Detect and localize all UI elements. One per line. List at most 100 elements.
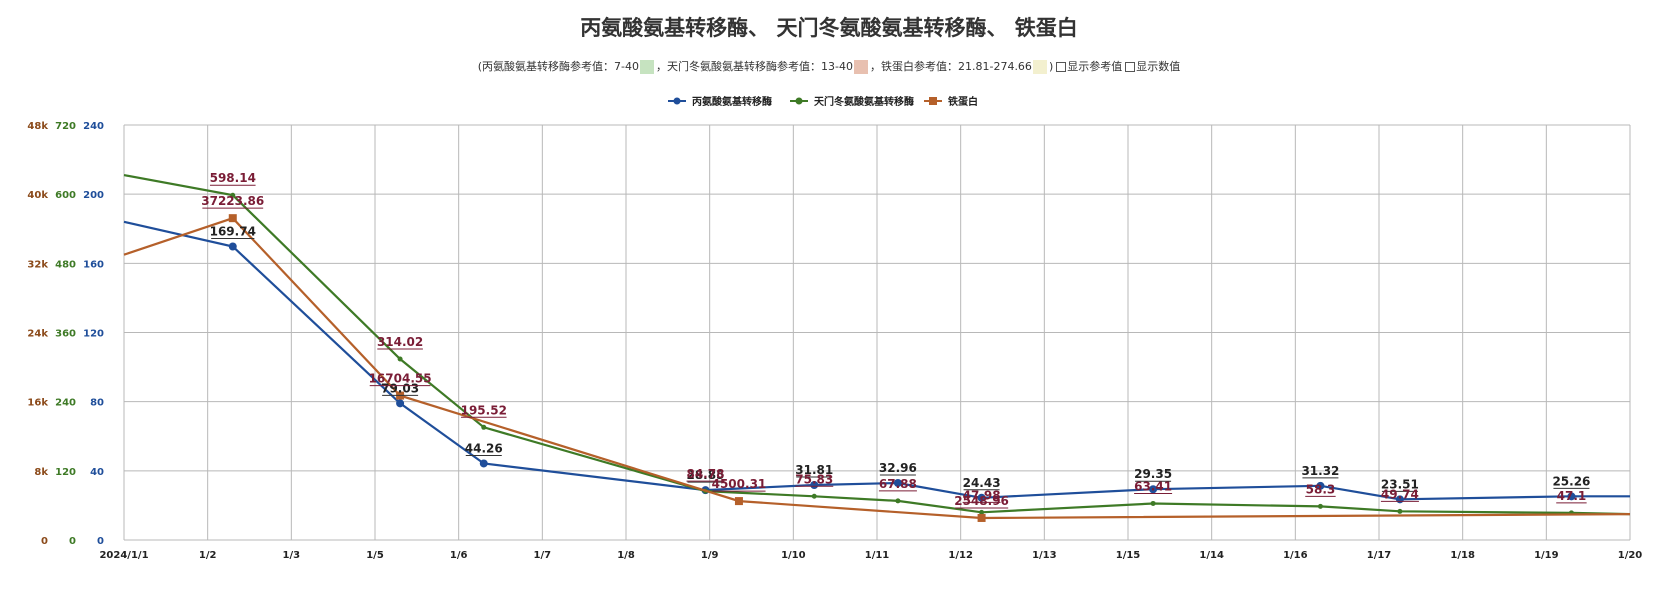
data-label: 44.26 [465,441,503,455]
show-values-label: 显示数值 [1136,60,1181,73]
data-label: 16704.55 [369,372,432,386]
data-label: 598.14 [210,171,256,185]
series-1-point [811,493,817,499]
data-label: 58.3 [1306,482,1336,496]
data-label: 24.43 [963,476,1001,490]
data-label: 47.98 [963,488,1001,502]
x-axis-tick-label: 1/15 [1116,550,1141,561]
x-axis-tick-label: 1/5 [366,550,384,561]
x-axis-tick-label: 1/12 [948,550,973,561]
y-axis-1-tick-label: 120 [55,467,76,478]
series-1-point [1397,508,1403,514]
y-axis-0-tick-label: 40k [27,190,48,201]
y-axis-2-tick-label: 160 [83,259,104,270]
data-label: 28.85 [686,468,724,482]
x-axis-tick-label: 1/19 [1534,550,1559,561]
show-values-checkbox[interactable] [1125,62,1136,72]
series-line-2 [123,216,1631,520]
series-0-point [396,399,405,408]
y-axis-1-tick-label: 240 [55,398,76,409]
x-axis-tick-label: 1/13 [1032,550,1057,561]
data-label: 75.83 [795,472,833,486]
y-axis-0-tick-label: 16k [27,398,48,409]
data-label: 314.02 [377,335,423,349]
ref-ast-label: ，天门冬氨酸氨基转移酶参考值：13-40 [656,60,853,73]
series-1-point [1150,500,1156,506]
ref-alt-label: (丙氨酸氨基转移酶参考值：7-40 [477,60,640,73]
legend-label-2: 铁蛋白 [948,95,978,108]
data-label: 31.32 [1301,464,1339,478]
legend-label-0: 丙氨酸氨基转移酶 [692,95,772,108]
legend-marker-1 [795,97,803,105]
data-label: 23.51 [1381,477,1419,491]
legend-marker-0 [673,97,681,105]
x-axis-tick-label: 1/7 [534,550,552,561]
y-axis-1-tick-label: 360 [55,329,76,340]
x-axis-tick-label: 1/9 [701,550,719,561]
y-axis-2-tick-label: 40 [90,467,104,478]
legend-marker-2 [929,97,937,105]
series-0-point [810,480,819,489]
series-0-point [1567,492,1576,501]
series-1-point [397,356,403,362]
series-1-point [481,424,487,430]
y-axis-0-tick-label: 8k [34,467,48,478]
series-0-point [228,242,237,251]
data-label: 31.81 [795,463,833,477]
series-0-point [479,459,488,468]
show-reference-checkbox[interactable] [1056,62,1067,72]
x-axis-tick-label: 1/8 [617,550,635,561]
data-label: 32.96 [879,461,917,475]
ref-ferritin-swatch [1032,60,1047,74]
data-label: 29.35 [1134,467,1172,481]
x-axis-tick-label: 1/20 [1618,550,1643,561]
x-axis-tick-label: 1/14 [1199,550,1224,561]
chart-title: 丙氨酸氨基转移酶、 天门冬氨酸氨基转移酶、 铁蛋白 [580,16,1078,40]
data-label: 195.52 [461,403,507,417]
show-reference-label: 显示参考值 [1067,60,1123,73]
x-axis-tick-label: 1/6 [450,550,468,561]
x-axis-tick-label: 1/18 [1450,550,1475,561]
ref-ast-swatch [853,60,868,74]
series-0-point [1149,485,1158,494]
data-label: 4500.31 [712,477,767,491]
x-axis-tick-label: 1/10 [781,550,806,561]
y-axis-2-tick-label: 80 [90,398,104,409]
data-label: 63.41 [1134,479,1172,493]
x-axis-tick-label: 2024/1/1 [99,550,148,561]
series-0-point [893,479,902,488]
y-axis-1-tick-label: 480 [55,259,76,270]
ref-ferritin-label: ，铁蛋白参考值：21.81-274.66 [869,60,1032,73]
x-axis-tick-label: 1/16 [1283,550,1308,561]
y-axis-2-tick-label: 240 [83,121,104,132]
series-1-point [979,509,985,515]
y-axis-2-tick-label: 120 [83,329,104,340]
series-1-point [895,498,901,504]
data-label: 67.88 [879,477,917,491]
y-axis-0-tick-label: 24k [27,329,48,340]
series-2-point [977,513,986,522]
x-axis-tick-label: 1/17 [1367,550,1392,561]
data-label: 25.26 [1552,474,1590,488]
ref-close-paren: ) [1048,60,1054,73]
x-axis-tick-label: 1/3 [283,550,301,561]
y-axis-1-tick-label: 600 [55,190,76,201]
data-label: 2548.96 [954,494,1009,508]
data-label: 79.03 [381,381,419,395]
x-axis-tick-label: 1/2 [199,550,217,561]
series-0-point [1316,481,1325,490]
y-axis-2-tick-label: 0 [97,536,104,547]
y-axis-0-tick-label: 48k [27,121,48,132]
y-axis-1-tick-label: 720 [55,121,76,132]
series-0-point [977,493,986,502]
ref-alt-swatch [640,60,655,74]
series-2-point [734,497,743,506]
data-label: 37223.86 [201,194,264,208]
reference-values-line: (丙氨酸氨基转移酶参考值：7-40 ，天门冬氨酸氨基转移酶参考值：13-40 ，铁蛋… [0,58,1658,74]
x-axis-tick-label: 1/11 [865,550,890,561]
data-label: 84.78 [686,467,724,481]
legend-label-1: 天门冬氨酸氨基转移酶 [814,95,914,108]
series-2-point [228,214,237,223]
